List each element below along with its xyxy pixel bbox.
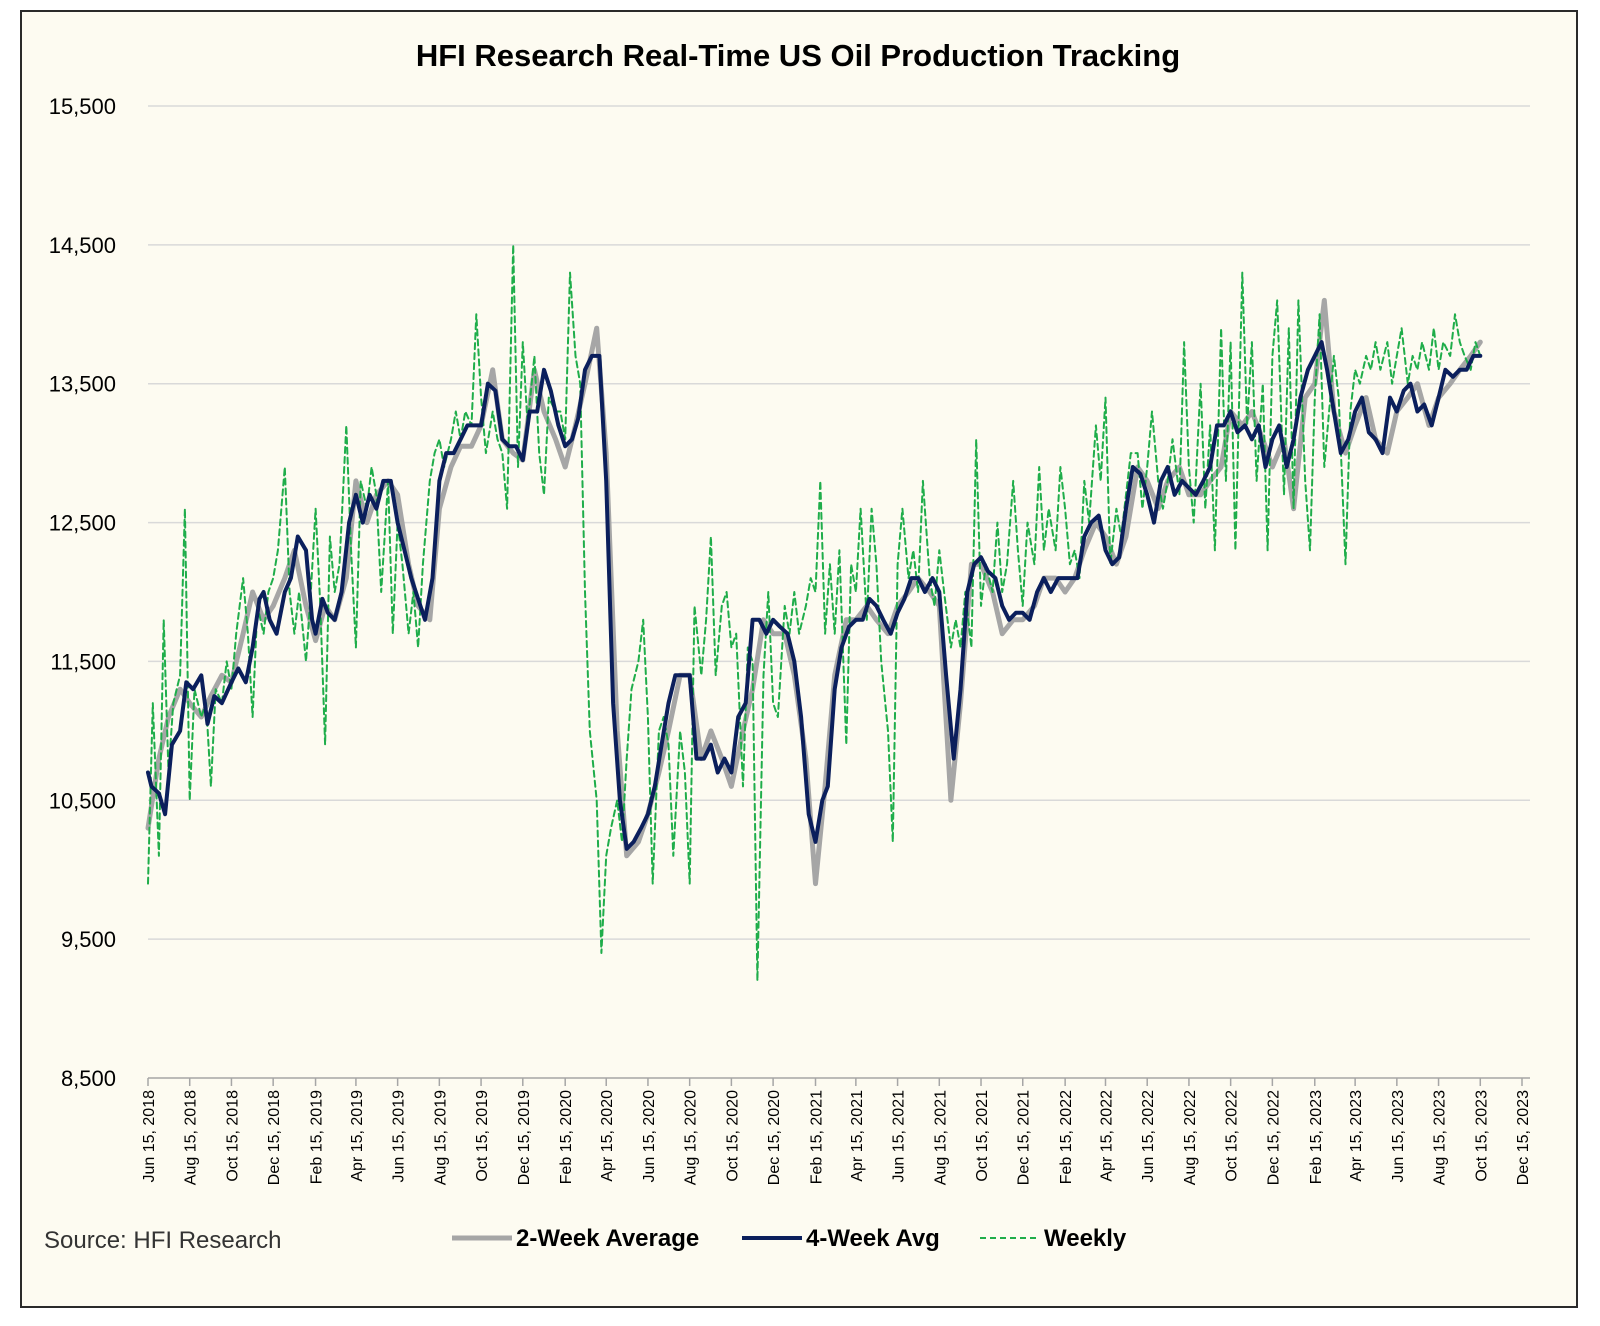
legend-label: Weekly: [1044, 1225, 1127, 1252]
x-tick-label: Feb 15, 2019: [309, 1090, 326, 1184]
source-note: Source: HFI Research: [44, 1227, 281, 1254]
x-tick-label: Jun 15, 2023: [1390, 1090, 1407, 1183]
x-tick-label: Jun 15, 2022: [1140, 1090, 1157, 1183]
y-tick-label: 11,500: [50, 649, 116, 674]
y-tick-label: 9,500: [61, 927, 116, 952]
x-tick-label: Dec 15, 2023: [1515, 1090, 1532, 1185]
x-tick-label: Oct 15, 2018: [224, 1090, 241, 1182]
y-tick-label: 13,500: [49, 372, 116, 397]
series-lines: [145, 243, 1483, 982]
series-line-1: [146, 340, 1483, 851]
x-tick-label: Jun 15, 2021: [891, 1090, 908, 1183]
x-tick-label: Aug 15, 2019: [432, 1090, 449, 1185]
x-tick-label: Dec 15, 2020: [766, 1090, 783, 1185]
x-tick-label: Jun 15, 2019: [391, 1090, 408, 1183]
x-tick-label: Feb 15, 2020: [558, 1090, 575, 1184]
y-tick-label: 14,500: [49, 233, 116, 258]
x-tick-label: Oct 15, 2021: [974, 1090, 991, 1182]
y-tick-label: 8,500: [61, 1066, 116, 1091]
x-tick-label: Apr 15, 2021: [849, 1090, 866, 1182]
x-tick-label: Jun 15, 2020: [641, 1090, 658, 1183]
chart-title: HFI Research Real-Time US Oil Production…: [416, 38, 1180, 73]
x-tick-label: Dec 15, 2021: [1016, 1090, 1033, 1185]
x-tick-label: Apr 15, 2023: [1348, 1090, 1365, 1182]
legend: 2-Week Average 4-Week Avg Weekly: [452, 1225, 1127, 1252]
y-axis: 8,500 9,500 10,500 11,500 12,500 13,500 14,500…: [49, 94, 116, 1091]
x-tick-label: Apr 15, 2022: [1098, 1090, 1115, 1182]
x-tick-label: Dec 15, 2022: [1265, 1090, 1282, 1185]
legend-label: 2-Week Average: [516, 1225, 699, 1252]
x-tick-label: Dec 15, 2019: [516, 1090, 533, 1185]
y-tick-label: 15,500: [49, 94, 116, 119]
legend-label: 4-Week Avg: [806, 1225, 940, 1252]
x-tick-label: Dec 15, 2018: [266, 1090, 283, 1185]
y-tick-label: 12,500: [49, 511, 116, 536]
x-tick-label: Oct 15, 2019: [474, 1090, 491, 1182]
x-tick-label: Jun 15, 2018: [141, 1090, 158, 1183]
x-tick-label: Aug 15, 2018: [183, 1090, 200, 1185]
x-axis: Jun 15, 2018 Aug 15, 2018 Oct 15, 2018 Dec …: [141, 1077, 1532, 1185]
x-tick-label: Aug 15, 2022: [1182, 1090, 1199, 1185]
x-tick-label: Feb 15, 2021: [809, 1090, 826, 1184]
series-line-2: [147, 243, 1482, 982]
x-tick-label: Apr 15, 2019: [349, 1090, 366, 1182]
chart-frame: [20, 10, 1578, 1308]
gridlines: [148, 105, 1530, 940]
y-tick-label: 10,500: [49, 788, 116, 813]
x-tick-label: Feb 15, 2022: [1058, 1090, 1075, 1184]
x-tick-label: Aug 15, 2021: [932, 1090, 949, 1185]
x-tick-label: Apr 15, 2020: [599, 1090, 616, 1182]
x-tick-label: Aug 15, 2023: [1432, 1090, 1449, 1185]
x-tick-label: Oct 15, 2020: [724, 1090, 741, 1182]
x-tick-label: Aug 15, 2020: [683, 1090, 700, 1185]
x-tick-label: Oct 15, 2023: [1473, 1090, 1490, 1182]
x-tick-label: Oct 15, 2022: [1224, 1090, 1241, 1182]
x-tick-label: Feb 15, 2023: [1308, 1090, 1325, 1184]
